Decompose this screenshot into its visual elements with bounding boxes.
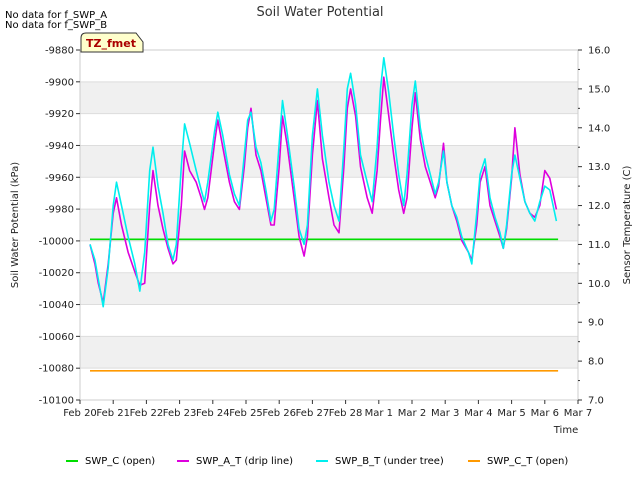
no-data-note-b: No data for f_SWP_B <box>5 20 107 31</box>
background-bands <box>80 81 578 369</box>
left-tick-label: -10020 <box>39 268 74 279</box>
right-tick-label: 11.0 <box>588 240 610 251</box>
left-tick-label: -10000 <box>39 236 74 247</box>
series-line-swp-a-t-drip-line <box>89 76 558 304</box>
x-tick-label: Mar 4 <box>464 408 492 419</box>
right-axis-title: Sensor Temperature (C) <box>622 166 633 285</box>
left-tick-label: -9980 <box>45 205 74 216</box>
x-tick-label: Feb 25 <box>229 408 263 419</box>
right-tick-label: 7.0 <box>588 396 604 407</box>
gridlines <box>80 49 578 401</box>
x-tick-label: Mar 6 <box>531 408 559 419</box>
x-axis-title: Time <box>553 425 578 436</box>
left-tick-label: -10100 <box>39 396 74 407</box>
background-band <box>80 209 578 241</box>
left-tick-label: -10080 <box>39 364 74 375</box>
x-tick-label: Mar 3 <box>431 408 459 419</box>
left-tick-label: -9900 <box>45 77 74 88</box>
tag-badge[interactable]: TZ_fmet <box>80 32 144 53</box>
series-line-swp-b-t-under-tree <box>89 57 558 308</box>
left-tick-label: -10060 <box>39 332 74 343</box>
x-tick-label: Feb 24 <box>196 408 230 419</box>
right-tick-label: 8.0 <box>588 357 604 368</box>
left-tick-label: -10040 <box>39 300 74 311</box>
background-band <box>80 145 578 178</box>
no-data-note-a: No data for f_SWP_A <box>5 10 107 21</box>
right-tick-label: 9.0 <box>588 318 604 329</box>
x-tick-label: Feb 27 <box>296 408 330 419</box>
legend: SWP_C (open) SWP_A_T (drip line) SWP_B_T… <box>66 456 568 467</box>
legend-label-swp-b-t: SWP_B_T (under tree) <box>335 456 444 467</box>
right-tick-label: 10.0 <box>588 279 610 290</box>
background-band <box>80 272 578 305</box>
background-band <box>80 81 578 114</box>
x-tick-label: Mar 5 <box>497 408 525 419</box>
x-tick-label: Mar 2 <box>398 408 426 419</box>
right-tick-label: 13.0 <box>588 162 610 173</box>
chart-title: Soil Water Potential <box>256 5 383 20</box>
x-tick-label: Mar 1 <box>365 408 393 419</box>
left-tick-label: -9940 <box>45 141 74 152</box>
left-tick-label: -9960 <box>45 173 74 184</box>
x-tick-label: Feb 21 <box>96 408 130 419</box>
left-tick-label: -9880 <box>45 46 74 57</box>
left-axis-title: Soil Water Potential (kPa) <box>10 162 21 288</box>
background-band <box>80 336 578 369</box>
x-tick-label: Feb 23 <box>163 408 197 419</box>
x-axis-ticks: Feb 20 Feb 21 Feb 22 Feb 23 Feb 24 Feb 25 Feb … <box>63 400 592 419</box>
left-tick-label: -9920 <box>45 109 74 120</box>
x-tick-label: Mar 7 <box>564 408 592 419</box>
right-axis-ticks: 7.0 8.0 9.0 10.0 11.0 12.0 13.0 14.0 15.0 16.0 <box>578 46 610 407</box>
right-tick-label: 16.0 <box>588 46 610 57</box>
x-tick-label: Feb 26 <box>262 408 296 419</box>
series-lines <box>89 57 559 372</box>
x-tick-label: Feb 22 <box>130 408 164 419</box>
legend-label-swp-c-t: SWP_C_T (open) <box>487 456 568 467</box>
right-tick-label: 15.0 <box>588 84 610 95</box>
tag-label: TZ_fmet <box>86 37 136 50</box>
left-axis-ticks: -9880 -9900 -9920 -9940 -9960 -9980 -10000 -100… <box>39 46 80 407</box>
right-tick-label: 14.0 <box>588 123 610 134</box>
legend-label-swp-c: SWP_C (open) <box>85 456 155 467</box>
right-tick-label: 12.0 <box>588 201 610 212</box>
x-tick-label: Feb 20 <box>63 408 97 419</box>
legend-label-swp-a-t: SWP_A_T (drip line) <box>196 456 293 467</box>
x-tick-label: Feb 28 <box>329 408 363 419</box>
